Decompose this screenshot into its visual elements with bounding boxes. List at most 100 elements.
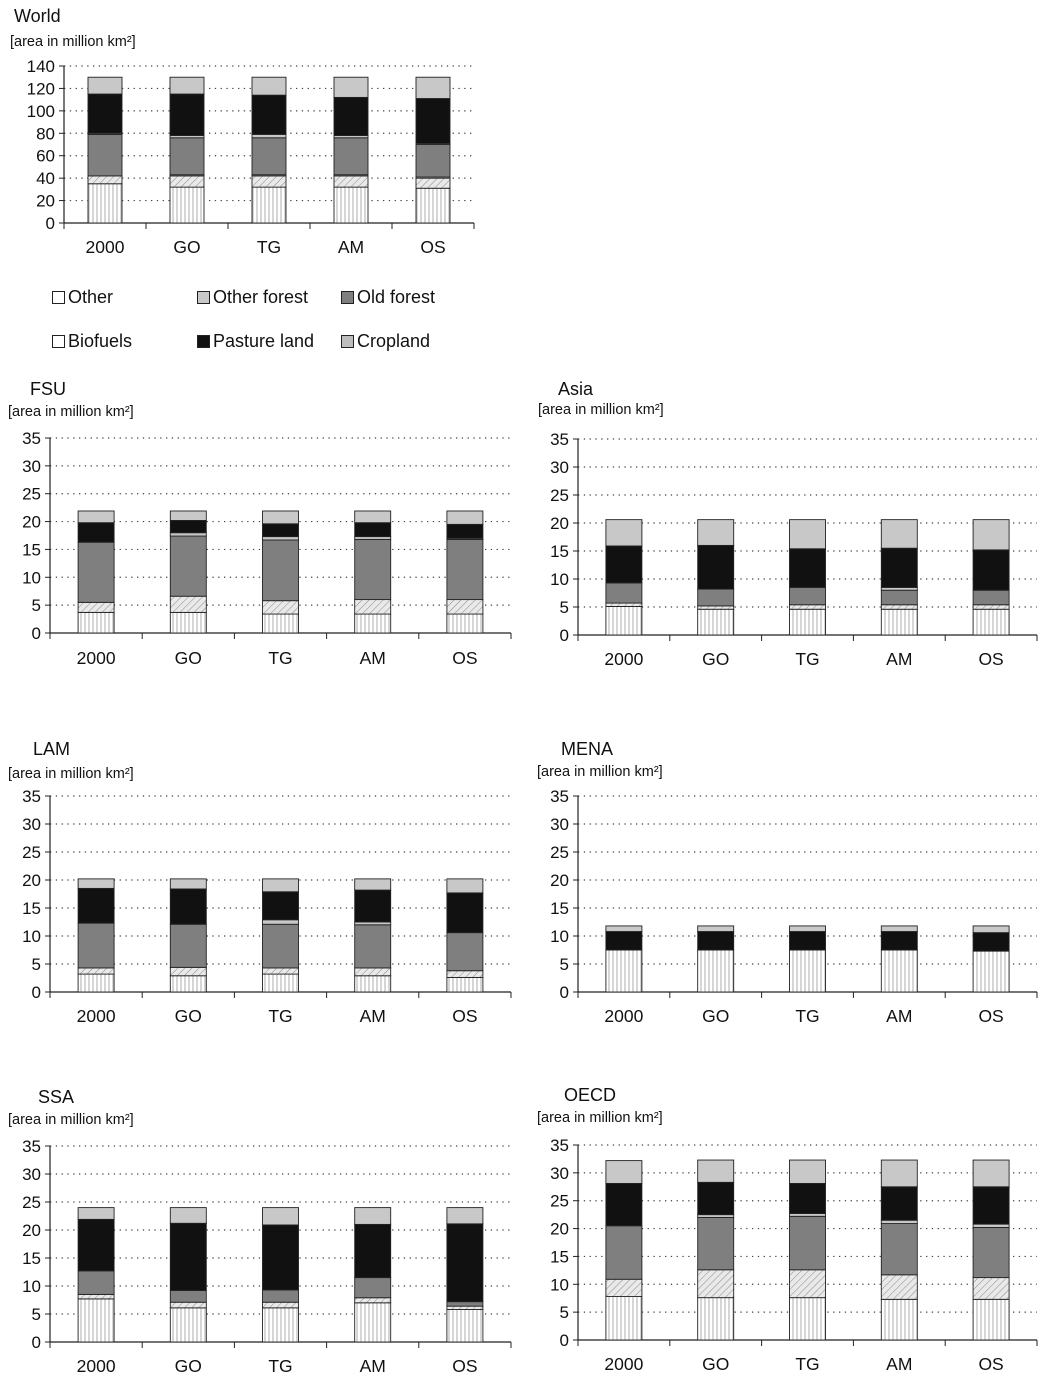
bar-segment-pasture-land <box>251 94 287 135</box>
legend-item-biofuels: Biofuels <box>52 331 132 352</box>
x-tick-label: TG <box>257 237 281 257</box>
bar-segment-other-forest <box>972 1159 1010 1188</box>
bar-segment-other <box>77 973 115 993</box>
bar-segment-pasture-land <box>262 1224 299 1291</box>
bar-segment-old-forest <box>77 922 115 969</box>
bar-segment-pasture-land <box>697 1181 735 1216</box>
y-tick-label: 35 <box>550 787 569 806</box>
bar-segment-pasture-land <box>354 889 392 923</box>
legend-item-other-forest: Other forest <box>197 287 308 308</box>
bar-segment-other-forest <box>262 536 299 541</box>
y-tick-label: 20 <box>550 514 569 533</box>
bar-segment-other-forest <box>262 919 299 925</box>
x-tick-label: OS <box>452 648 477 668</box>
bar-segment-other-forest <box>446 1207 484 1225</box>
bar-segment-other <box>789 608 826 636</box>
bar-segment-other-forest <box>415 76 451 99</box>
y-tick-label: 15 <box>22 540 41 559</box>
bar-segment-other <box>169 1307 207 1343</box>
bar-segment-old-forest <box>77 1270 115 1295</box>
y-axis-label: [area in million km²] <box>10 34 136 50</box>
bar-segment-pasture-land <box>880 931 918 951</box>
y-tick-label: 35 <box>22 429 41 448</box>
bar-segment-pasture-land <box>169 93 205 136</box>
bar-segment-old-forest <box>697 588 735 607</box>
bar-segment-other <box>697 1297 735 1341</box>
bar-segment-old-forest <box>333 137 369 176</box>
x-tick-label: AM <box>360 1356 386 1376</box>
bar-segment-other <box>262 613 299 634</box>
bar-segment-old-forest <box>169 137 205 176</box>
bar-segment-cropland <box>354 967 392 977</box>
bar-segment-other <box>262 973 299 993</box>
bar-segment-other-forest <box>605 519 643 547</box>
legend-label: Other <box>68 287 114 307</box>
bar-segment-cropland <box>169 175 205 188</box>
bar-segment-other-forest <box>789 519 826 550</box>
y-tick-label: 5 <box>560 598 569 617</box>
legend-item-old-forest: Old forest <box>341 287 435 308</box>
x-tick-label: TG <box>268 1356 292 1376</box>
y-axis-label: [area in million km²] <box>8 766 134 782</box>
y-tick-label: 25 <box>22 485 41 504</box>
bar-segment-pasture-land <box>77 1218 115 1272</box>
y-tick-label: 0 <box>560 983 569 1002</box>
bar-segment-other <box>880 608 918 636</box>
y-tick-label: 10 <box>550 927 569 946</box>
y-tick-label: 5 <box>560 1303 569 1322</box>
legend-swatch-other <box>52 291 65 304</box>
bar-segment-other <box>77 611 115 634</box>
chart-fsu: FSU [area in million km²] 0 5 10 15 20 25 30 35 20… <box>8 379 512 668</box>
y-tick-label: 10 <box>22 927 41 946</box>
bar-segment-other-forest <box>77 510 115 524</box>
bar-segment-other <box>354 975 392 993</box>
legend-swatch-old-forest <box>341 291 354 304</box>
bar-segment-other <box>446 1309 484 1343</box>
bar-segment-pasture-land <box>697 931 735 951</box>
bar-segment-old-forest <box>262 539 299 602</box>
x-tick-label: TG <box>268 1006 292 1026</box>
x-tick-label: 2000 <box>77 1006 116 1026</box>
bar-segment-other-forest <box>446 510 484 525</box>
y-axis-label: [area in million km²] <box>538 402 664 418</box>
bar-segment-old-forest <box>354 1277 392 1299</box>
bar-segment-cropland <box>251 175 287 188</box>
y-tick-label: 60 <box>36 147 55 166</box>
bar-segment-old-forest <box>446 1301 484 1307</box>
y-tick-label: 35 <box>22 787 41 806</box>
x-tick-label: GO <box>175 648 202 668</box>
bar-segment-old-forest <box>972 589 1010 606</box>
bar-segment-cropland <box>446 599 484 615</box>
chart-title: Asia <box>558 379 594 399</box>
bar-segment-other <box>972 1298 1010 1341</box>
y-tick-label: 25 <box>550 843 569 862</box>
bar-segment-other <box>333 186 369 224</box>
bar-segment-other-forest <box>169 510 207 521</box>
bar-segment-other-forest <box>697 519 735 546</box>
x-tick-label: GO <box>175 1356 202 1376</box>
x-tick-label: 2000 <box>77 1356 116 1376</box>
legend-label: Pasture land <box>213 331 315 351</box>
y-tick-label: 20 <box>22 871 41 890</box>
x-tick-label: 2000 <box>77 648 116 668</box>
bar-segment-other <box>251 186 287 224</box>
bar-segment-other-forest <box>789 1159 826 1184</box>
bar-segment-other-forest <box>77 878 115 889</box>
bar-segment-other <box>446 976 484 993</box>
bar-segment-cropland <box>87 175 123 185</box>
bar-segment-pasture-land <box>789 931 826 951</box>
y-tick-label: 30 <box>22 1165 41 1184</box>
bar-segment-other <box>605 1296 643 1341</box>
bar-segment-other <box>354 613 392 634</box>
y-tick-label: 0 <box>32 624 41 643</box>
bar-segment-old-forest <box>972 1227 1010 1279</box>
chart-ssa: SSA [area in million km²] 0 5 10 15 20 25 30 35 20… <box>8 1087 512 1376</box>
bar-segment-other-forest <box>880 925 918 932</box>
bar-segment-other <box>446 613 484 634</box>
chart-world: World [area in million km²] 0 20 40 60 80 100 12… <box>10 6 475 257</box>
bar-segment-pasture-land <box>77 887 115 924</box>
chart-asia: Asia [area in million km²] 0 5 10 15 20 25 30 35 2… <box>538 379 1038 669</box>
bar-segment-cropland <box>169 966 207 977</box>
y-tick-label: 5 <box>32 596 41 615</box>
bar-segment-other <box>697 949 735 993</box>
